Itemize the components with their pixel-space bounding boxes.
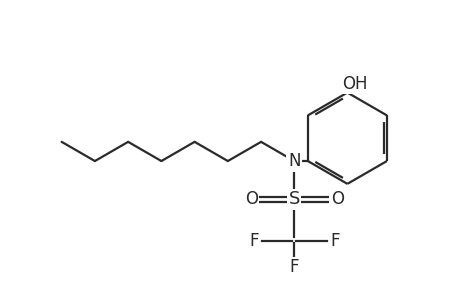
Text: OH: OH [342,75,367,93]
Text: F: F [289,258,298,276]
Text: S: S [288,190,299,208]
Text: F: F [248,232,258,250]
Text: F: F [330,232,339,250]
Text: N: N [287,152,300,170]
Text: O: O [244,190,257,208]
Text: O: O [330,190,343,208]
